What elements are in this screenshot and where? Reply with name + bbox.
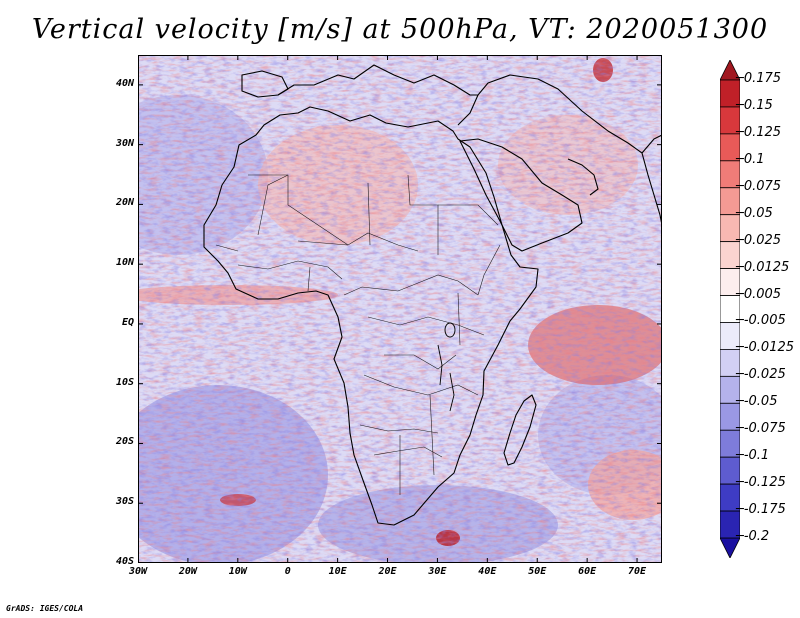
lakes xyxy=(437,322,456,412)
longitude-label: 30E xyxy=(428,566,447,577)
latitude-label: 40S xyxy=(115,556,134,567)
axis-ticks xyxy=(138,55,662,563)
colorbar-label: ─0.175 xyxy=(736,71,782,86)
colorbar-label: ─-0.025 xyxy=(736,367,786,383)
longitude-label: 20E xyxy=(378,566,397,577)
colorbar-label: ─-0.005 xyxy=(736,313,786,329)
map-title: Vertical velocity [m/s] at 500hPa, VT: 2… xyxy=(31,14,769,45)
longitude-label: 0 xyxy=(284,566,291,577)
coastlines xyxy=(203,64,662,526)
latitude-label: 30N xyxy=(115,137,134,149)
latitude-label: 30S xyxy=(115,496,134,508)
colorbar-label: ─0.075 xyxy=(736,178,782,194)
colorbar-label: ─-0.125 xyxy=(736,475,786,491)
colorbar xyxy=(720,60,740,558)
colorbar-label: ─-0.05 xyxy=(736,394,778,410)
longitude-label: 10W xyxy=(228,566,247,577)
latitude-label: 20S xyxy=(115,436,134,448)
arabian-gulf xyxy=(567,158,599,196)
colorbar-label: ─0.125 xyxy=(736,124,782,140)
grads-credit: GrADS: IGES/COLA xyxy=(6,604,84,613)
latitude-label: 40N xyxy=(115,77,134,89)
arabia xyxy=(459,138,583,252)
latitude-label: 10N xyxy=(115,257,134,269)
colorbar-label: ─0.05 xyxy=(736,205,773,221)
colorbar-label: ─0.1 xyxy=(736,151,765,167)
latitude-label: EQ xyxy=(121,316,134,328)
madagascar xyxy=(503,394,537,466)
colorbar-label: ─0.0125 xyxy=(736,259,790,275)
colorbar-label: ─-0.175 xyxy=(736,502,786,518)
iberia xyxy=(241,70,289,98)
colorbar-label: ─0.025 xyxy=(736,232,782,248)
longitude-label: 30W xyxy=(128,566,148,577)
latitude-label: 20N xyxy=(115,197,134,209)
longitude-label: 70E xyxy=(628,566,647,577)
colorbar-label: ─-0.0125 xyxy=(736,340,795,356)
europe-south xyxy=(277,64,478,96)
colorbar-label: ─0.005 xyxy=(736,286,782,302)
india-west xyxy=(641,152,662,226)
longitude-label: 60E xyxy=(578,566,597,577)
longitude-label: 40E xyxy=(478,566,497,577)
colorbar-label: ─-0.1 xyxy=(736,448,770,464)
africa-coastline xyxy=(203,106,539,526)
map-frame xyxy=(138,55,662,563)
longitude-label: 50E xyxy=(528,566,547,577)
colorbar-label: ─-0.075 xyxy=(736,421,786,437)
velocity-map xyxy=(138,55,662,563)
longitude-label: 20W xyxy=(178,566,197,577)
colorbar-swatch xyxy=(720,510,740,539)
longitude-label: 10E xyxy=(328,566,347,577)
country-borders xyxy=(215,174,501,495)
colorbar-label: ─0.15 xyxy=(736,97,773,113)
colorbar-label: ─-0.2 xyxy=(736,529,770,544)
latitude-label: 10S xyxy=(115,376,134,388)
